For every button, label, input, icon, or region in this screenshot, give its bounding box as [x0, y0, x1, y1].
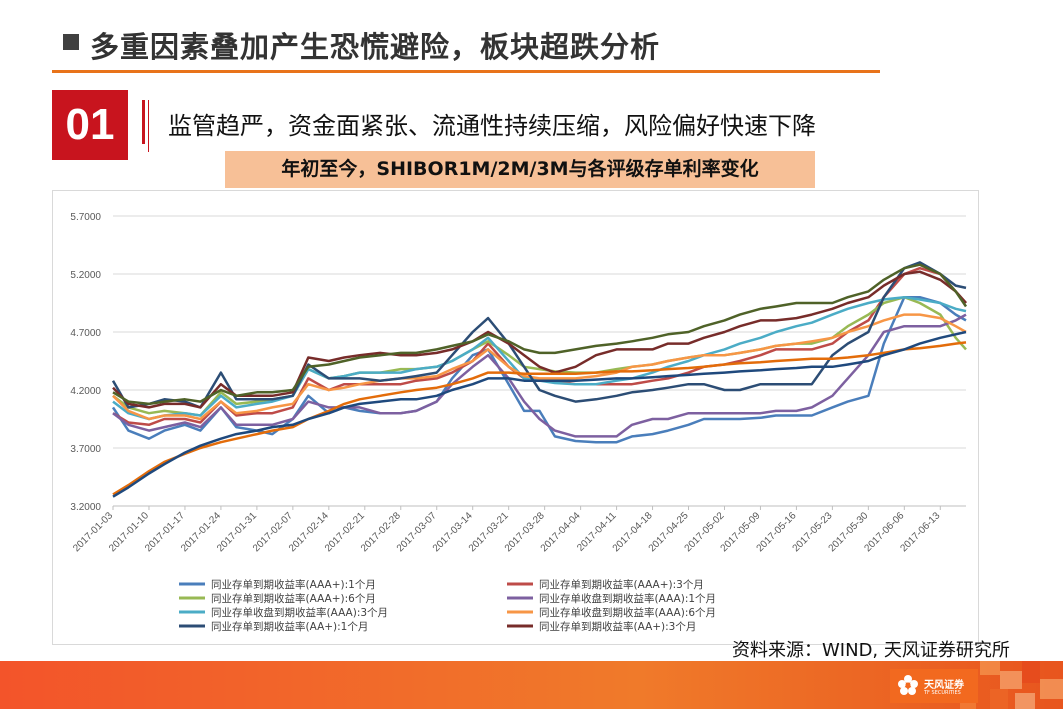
series-line-6 — [112, 313, 967, 421]
x-axis: 2017-01-032017-01-102017-01-172017-01-24… — [71, 505, 966, 554]
series-line-10 — [112, 330, 967, 498]
title-divider — [52, 70, 880, 73]
legend-entry: 同业存单到期收益率(AAA+):3个月 — [539, 578, 704, 591]
chart-series — [111, 261, 968, 498]
chart-title-box: 年初至今，SHIBOR1M/2M/3M与各评级存单利率变化 — [225, 151, 815, 188]
legend-entry: 同业存单到期收益率(AAA+):1个月 — [211, 578, 376, 591]
page-title: 多重因素叠加产生恐慌避险，板块超跌分析 — [90, 30, 661, 64]
footer-logo-text: 天风证券 — [924, 680, 964, 691]
series-line-2 — [112, 266, 967, 427]
y-tick-label: 3.7000 — [70, 444, 101, 455]
section-heading: 监管趋严，资金面紧张、流通性持续压缩，风险偏好快速下降 — [168, 112, 816, 140]
footer-banner: 天风证券 TF SECURITIES — [0, 661, 1063, 709]
legend-entry: 同业存单到期收益率(AA+):3个月 — [539, 620, 696, 633]
chart-grid — [113, 215, 966, 507]
legend-entry: 同业存单收盘到期收益率(AAA):3个月 — [211, 606, 388, 619]
legend-entry: 同业存单收盘到期收益率(AAA):1个月 — [539, 592, 716, 605]
y-tick-label: 5.2000 — [70, 270, 101, 281]
series-line-3 — [112, 295, 967, 417]
line-chart: 3.2000 3.7000 4.2000 4.7000 5.2000 5.7000 201… — [70, 212, 968, 633]
y-tick-label: 3.2000 — [70, 502, 101, 513]
x-tick-label: 2017-06-13 — [898, 510, 942, 554]
legend-entry: 同业存单到期收益率(AA+):1个月 — [211, 620, 368, 633]
section-bar-thin-icon — [148, 100, 149, 152]
chart-frame: 3.2000 3.7000 4.2000 4.7000 5.2000 5.7000 201… — [52, 190, 979, 645]
footer-logo-en: TF SECURITIES — [924, 690, 961, 696]
tf-flower-logo-icon — [898, 675, 918, 695]
y-tick-label: 4.7000 — [70, 328, 101, 339]
series-line-9 — [112, 341, 967, 496]
legend-entry: 同业存单收盘到期收益率(AAA):6个月 — [539, 606, 716, 619]
y-axis: 3.2000 3.7000 4.2000 4.7000 5.2000 5.7000 — [70, 212, 101, 513]
footer-logo: 天风证券 TF SECURITIES — [890, 669, 978, 703]
section-bar-icon — [142, 100, 145, 144]
source-note: 资料来源：WIND, 天风证券研究所 — [732, 640, 1010, 661]
legend-entry: 同业存单到期收益率(AAA+):6个月 — [211, 592, 376, 605]
chart-title: 年初至今，SHIBOR1M/2M/3M与各评级存单利率变化 — [281, 158, 759, 180]
series-line-8 — [112, 270, 967, 409]
section-number: 01 — [52, 90, 128, 160]
series-line-4 — [112, 313, 967, 438]
y-tick-label: 4.2000 — [70, 386, 101, 397]
y-tick-label: 5.7000 — [70, 212, 101, 223]
chart-legend: 同业存单到期收益率(AAA+):1个月 同业存单到期收益率(AAA+):3个月同业… — [179, 578, 716, 633]
footer-pattern-icon — [960, 661, 1063, 709]
series-line-11 — [112, 263, 968, 406]
title-square-icon — [63, 34, 79, 50]
series-line-7 — [111, 261, 967, 409]
